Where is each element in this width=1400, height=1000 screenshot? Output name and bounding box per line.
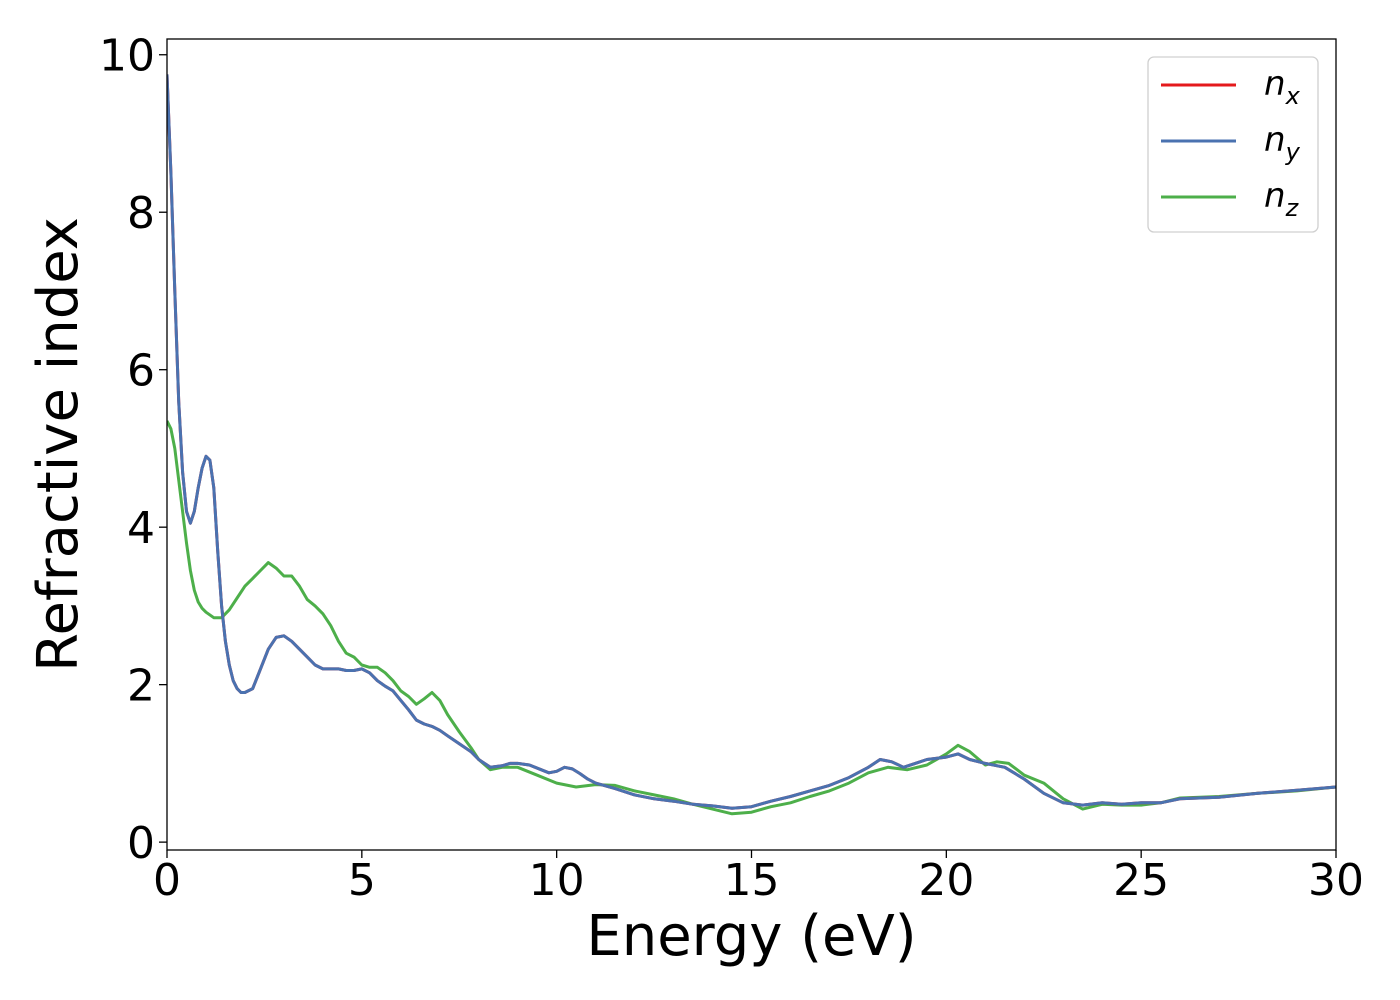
legend-label-ny: ny: [1264, 120, 1301, 166]
legend-label-nx: nx: [1264, 64, 1301, 110]
x-tick-label: 20: [918, 855, 974, 906]
legend-label-subscript: y: [1285, 138, 1301, 166]
legend-label-base: n: [1264, 64, 1286, 104]
x-tick-label: 30: [1308, 855, 1364, 906]
legend-label-subscript: x: [1285, 82, 1301, 110]
y-tick-label: 8: [127, 188, 155, 239]
x-axis-title: Energy (eV): [586, 904, 916, 969]
y-tick-label: 10: [99, 31, 155, 82]
legend-label-subscript: z: [1285, 194, 1300, 222]
x-tick-label: 0: [153, 855, 181, 906]
y-tick-label: 2: [127, 661, 155, 712]
legend-label-base: n: [1264, 176, 1286, 216]
x-tick-label: 5: [348, 855, 376, 906]
y-axis-title: Refractive index: [26, 217, 91, 672]
x-axis: 0 5 10 15 20 25 30: [153, 850, 1364, 906]
series-layer: [167, 74, 1336, 816]
x-tick-label: 10: [529, 855, 585, 906]
y-tick-label: 6: [127, 346, 155, 397]
x-tick-label: 15: [724, 855, 780, 906]
y-tick-label: 4: [127, 503, 155, 554]
series-line-ny: [167, 74, 1336, 810]
legend-label-nz: nz: [1264, 176, 1300, 222]
y-axis: 0 2 4 6 8 10: [99, 31, 167, 869]
x-tick-label: 25: [1113, 855, 1169, 906]
legend-label-base: n: [1264, 120, 1286, 160]
legend-box: [1147, 56, 1319, 233]
series-line-nz: [167, 420, 1336, 816]
y-tick-label: 0: [127, 818, 155, 869]
